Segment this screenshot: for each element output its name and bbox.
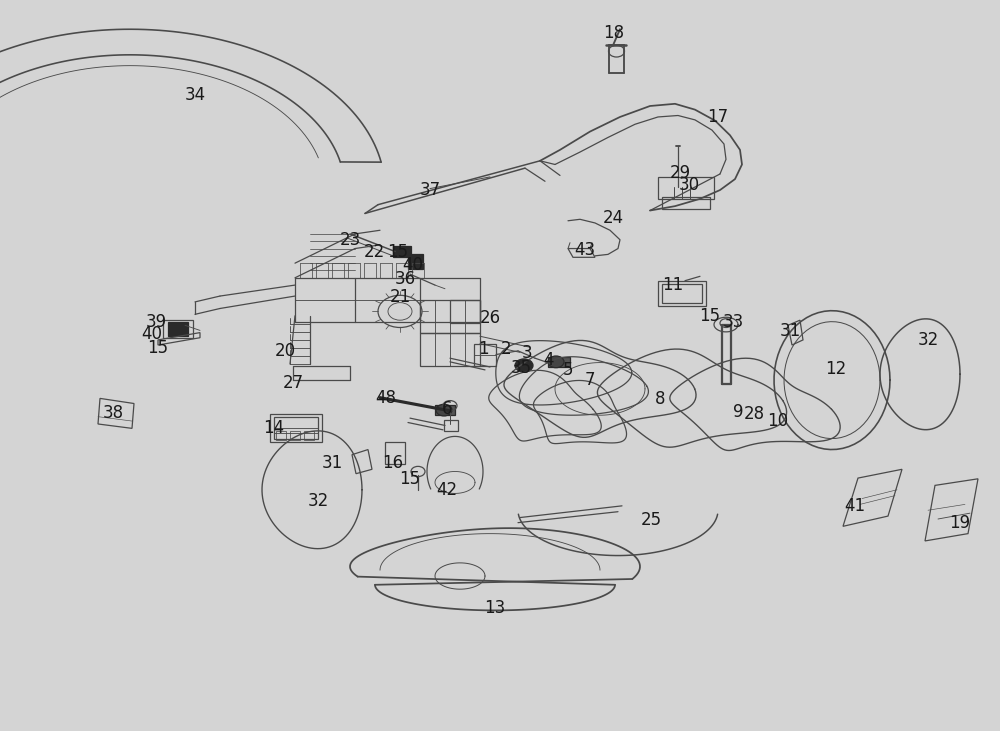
Text: 10: 10	[767, 412, 789, 430]
Circle shape	[515, 359, 533, 372]
Circle shape	[436, 404, 452, 416]
Text: 40: 40	[142, 325, 162, 343]
Text: 37: 37	[419, 181, 441, 199]
Bar	[163, 320, 193, 338]
Text: 31: 31	[321, 454, 343, 471]
Text: 29: 29	[669, 164, 691, 181]
Text: 21: 21	[389, 288, 411, 306]
Text: 2: 2	[501, 340, 511, 357]
Text: 36: 36	[394, 270, 416, 288]
Text: 8: 8	[655, 390, 665, 408]
Text: 40: 40	[402, 256, 424, 273]
Text: 33: 33	[722, 313, 744, 330]
Bar	[658, 177, 714, 199]
Text: 12: 12	[825, 360, 847, 378]
Text: 31: 31	[779, 322, 801, 340]
Circle shape	[548, 356, 564, 368]
Bar	[420, 300, 480, 333]
Text: 15: 15	[147, 339, 169, 357]
Text: 27: 27	[282, 374, 304, 392]
Text: 15: 15	[399, 470, 421, 488]
Text: 48: 48	[376, 390, 396, 407]
Text: 18: 18	[603, 24, 625, 42]
Bar	[662, 197, 710, 209]
Bar	[274, 417, 318, 439]
Text: 1: 1	[478, 340, 488, 357]
Text: 41: 41	[844, 497, 866, 515]
Text: 24: 24	[602, 209, 624, 227]
Text: 16: 16	[382, 454, 404, 471]
Bar	[474, 344, 496, 366]
Text: 15: 15	[387, 243, 409, 261]
Text: 5: 5	[563, 361, 573, 379]
Text: 38: 38	[102, 404, 124, 422]
Bar	[408, 254, 423, 269]
Text: 3: 3	[522, 344, 532, 362]
Text: 15: 15	[699, 307, 721, 325]
Bar	[276, 431, 286, 440]
Text: 25: 25	[640, 511, 662, 529]
Text: 22: 22	[363, 243, 385, 261]
Text: 39: 39	[145, 313, 167, 330]
Text: 7: 7	[585, 371, 595, 389]
Bar	[385, 442, 405, 464]
Text: 17: 17	[707, 108, 729, 126]
Text: 11: 11	[662, 276, 684, 294]
Bar	[444, 420, 458, 431]
Text: 28: 28	[743, 405, 765, 423]
Bar	[393, 246, 411, 257]
Bar	[420, 333, 480, 366]
Text: 34: 34	[184, 86, 206, 104]
Bar	[304, 431, 314, 440]
Bar	[168, 322, 188, 336]
Bar	[548, 357, 570, 367]
Text: 30: 30	[678, 176, 700, 194]
Text: 13: 13	[484, 599, 506, 617]
Text: 20: 20	[274, 342, 296, 360]
Bar	[435, 405, 455, 415]
Text: 35: 35	[510, 360, 532, 377]
Text: 23: 23	[339, 231, 361, 249]
Text: 26: 26	[479, 309, 501, 327]
Text: 6: 6	[442, 400, 452, 417]
Bar	[450, 300, 480, 323]
Text: 32: 32	[917, 331, 939, 349]
Text: 14: 14	[263, 419, 285, 436]
Bar	[662, 284, 702, 303]
Text: 19: 19	[949, 514, 971, 531]
Bar	[270, 414, 322, 442]
Text: 32: 32	[307, 492, 329, 510]
Text: 4: 4	[543, 352, 553, 369]
Text: 9: 9	[733, 404, 743, 421]
Text: 42: 42	[436, 481, 458, 499]
Bar	[290, 431, 300, 440]
Bar	[658, 281, 706, 306]
Text: 43: 43	[574, 241, 596, 259]
